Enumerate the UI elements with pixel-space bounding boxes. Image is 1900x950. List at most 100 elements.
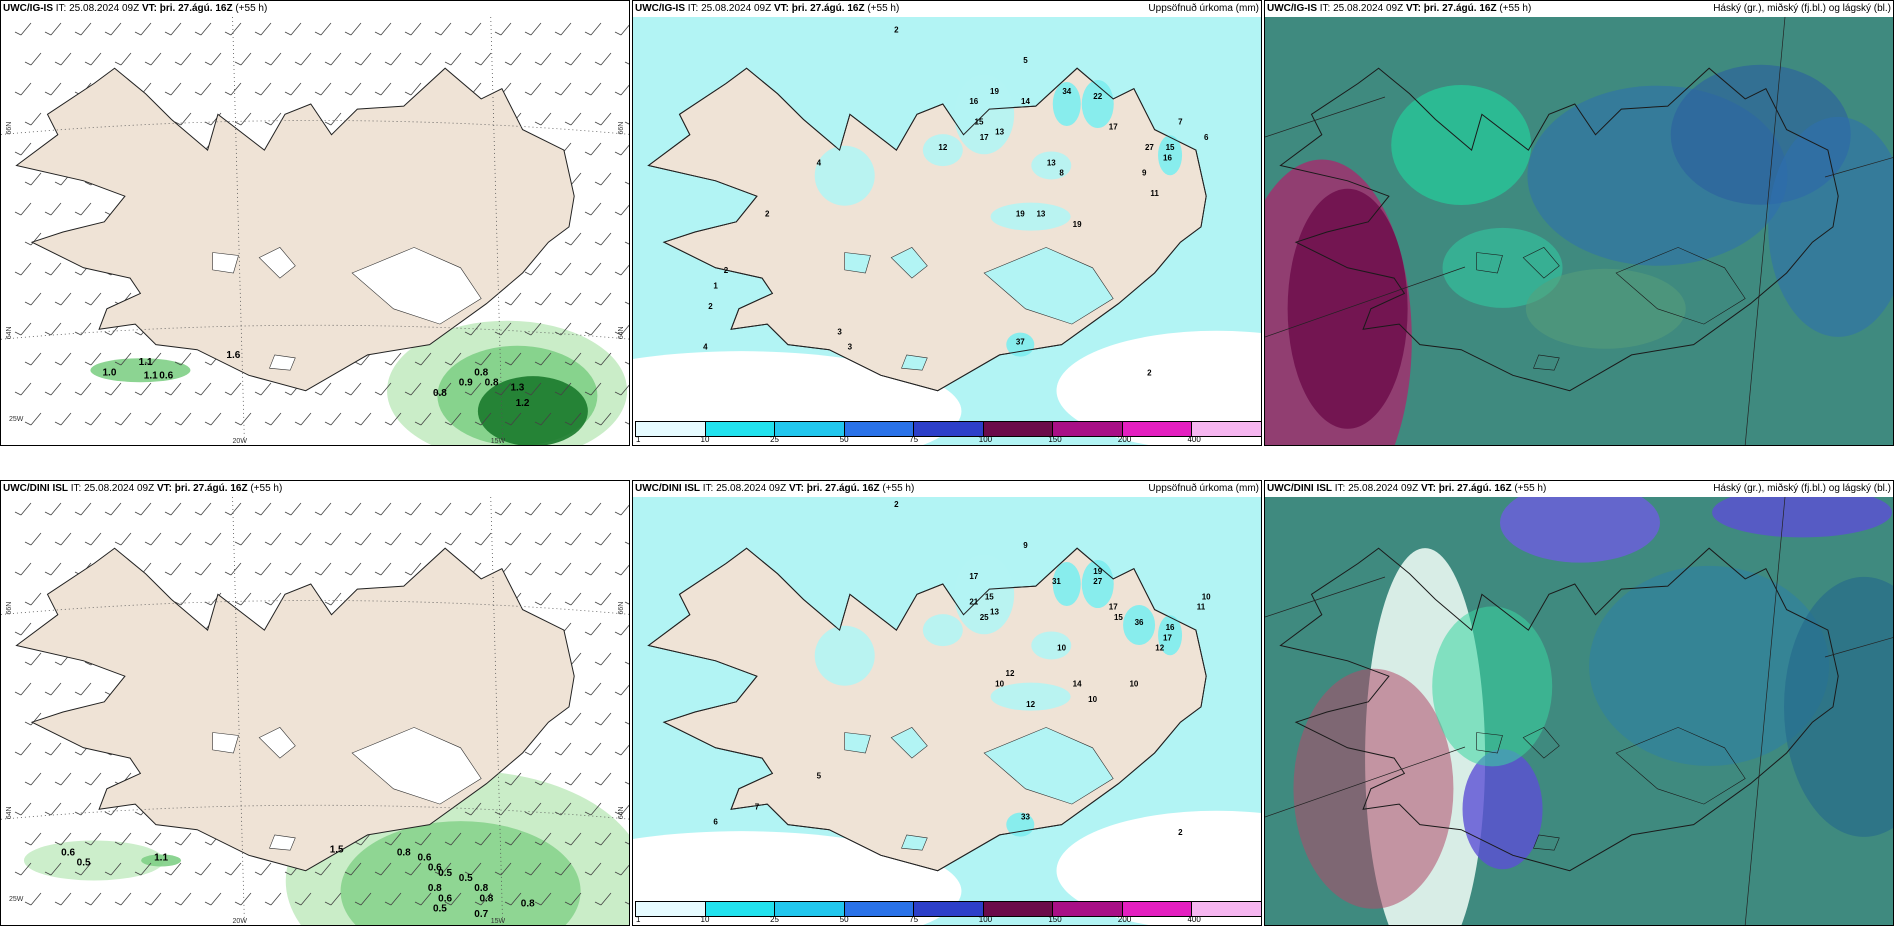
wind-barb xyxy=(624,421,629,425)
cloud-area xyxy=(1784,576,1893,837)
cloud-area xyxy=(1525,268,1686,349)
wind-barb xyxy=(624,241,629,245)
grid-line xyxy=(1824,157,1893,178)
glacier-outline xyxy=(1476,732,1503,754)
value-label: 6 xyxy=(1204,133,1209,142)
wind-barb xyxy=(264,412,282,426)
wind-barb xyxy=(504,772,522,786)
wind-barb xyxy=(294,892,312,906)
wind-barb xyxy=(624,361,629,365)
wind-barb xyxy=(54,52,72,66)
valid-time: þri. 27.ágú. 16Z xyxy=(174,483,248,494)
value-label: 0.5 xyxy=(459,873,473,884)
wind-barb xyxy=(614,264,629,276)
wind-barb xyxy=(294,532,312,546)
wind-barb xyxy=(444,412,462,426)
wind-barb xyxy=(14,682,32,696)
colorbar-tick: 50 xyxy=(839,435,849,444)
wind-barb xyxy=(204,52,222,66)
wind-barb xyxy=(314,22,332,36)
precip-area xyxy=(814,625,875,686)
wind-barb xyxy=(534,112,552,126)
wind-barb xyxy=(534,412,552,426)
panel-dini-precip: UWC/DINI ISL IT: 25.08.2024 09Z VT: þri.… xyxy=(632,480,1262,926)
model-name: UWC/IG-IS xyxy=(1267,3,1317,14)
glacier-outline xyxy=(1476,252,1503,274)
value-label: 37 xyxy=(1016,338,1025,347)
panel-header: UWC/IG-IS IT: 25.08.2024 09Z VT: þri. 27… xyxy=(1265,1,1893,17)
value-label: 36 xyxy=(1135,618,1144,627)
wind-barb xyxy=(534,892,552,906)
value-label: 16 xyxy=(969,97,978,106)
grid-line xyxy=(1265,266,1466,338)
lead-time: (+55 h) xyxy=(250,483,283,494)
wind-barb xyxy=(584,562,602,576)
wind-barb xyxy=(234,592,252,606)
valid-time: þri. 27.ágú. 16Z xyxy=(806,483,880,494)
glacier xyxy=(890,247,928,279)
glacier xyxy=(212,732,239,754)
value-label: 7 xyxy=(755,802,760,811)
value-label: 12 xyxy=(938,143,947,152)
cloud-area xyxy=(1768,116,1893,337)
value-label: 0.6 xyxy=(438,893,452,904)
wind-barb xyxy=(474,532,492,546)
wind-barb xyxy=(434,382,452,396)
colorbar-swatch xyxy=(913,901,984,917)
value-label: 0.6 xyxy=(61,847,75,858)
wind-barb xyxy=(144,412,162,426)
lon-label-15w: 15W xyxy=(491,918,506,925)
value-label: 12 xyxy=(1026,700,1035,709)
wind-barb xyxy=(74,202,92,216)
colorbar-swatch xyxy=(1052,421,1123,437)
wind-barb xyxy=(414,352,432,366)
model-name: UWC/DINI ISL xyxy=(3,483,68,494)
wind-barb xyxy=(114,52,132,66)
wind-barb xyxy=(24,172,42,186)
value-label: 15 xyxy=(985,592,994,601)
wind-barb xyxy=(204,892,222,906)
wind-barb xyxy=(44,682,62,696)
wind-barb xyxy=(194,382,212,396)
colorbar: 1 10 25 50 75 100 150 200 400 xyxy=(635,421,1261,444)
glacier xyxy=(212,252,239,274)
glacier-outline xyxy=(1522,727,1560,759)
wind-barb xyxy=(464,502,482,516)
wind-barb xyxy=(54,832,72,846)
wind-barb xyxy=(324,112,342,126)
wind-barb xyxy=(624,541,629,545)
value-label: 0.5 xyxy=(438,868,452,879)
wind-barb xyxy=(264,892,282,906)
wind-barb xyxy=(74,862,92,876)
wind-barb xyxy=(84,292,102,306)
wind-barb xyxy=(84,892,102,906)
value-label: 19 xyxy=(1073,220,1082,229)
wind-barb xyxy=(224,502,242,516)
wind-barb xyxy=(504,352,522,366)
wind-barb xyxy=(444,52,462,66)
wind-barb xyxy=(144,52,162,66)
wind-barb xyxy=(404,562,422,576)
wind-barb xyxy=(584,862,602,876)
valid-label: VT: xyxy=(773,3,789,14)
value-label: 2 xyxy=(708,302,713,311)
colorbar-tick: 1 xyxy=(636,435,641,444)
valid-time: þri. 27.ágú. 16Z xyxy=(1423,3,1497,14)
wind-barb xyxy=(134,22,152,36)
wind-barb xyxy=(584,262,602,276)
wind-barb xyxy=(224,562,242,576)
init-time: IT: 25.08.2024 09Z xyxy=(70,483,155,494)
wind-barb xyxy=(594,832,612,846)
wind-barb xyxy=(14,562,32,576)
wind-barb xyxy=(354,892,372,906)
value-label: 0.5 xyxy=(77,858,91,869)
wind-barb xyxy=(534,532,552,546)
wind-barb xyxy=(204,532,222,546)
glacier-outline xyxy=(1533,354,1560,371)
lon-label-20w: 20W xyxy=(233,918,248,925)
value-label: 19 xyxy=(1016,210,1025,219)
lon-label-20w: 20W xyxy=(233,438,248,445)
wind-barb xyxy=(374,502,392,516)
glacier xyxy=(351,247,482,325)
value-label: 0.8 xyxy=(485,378,499,389)
